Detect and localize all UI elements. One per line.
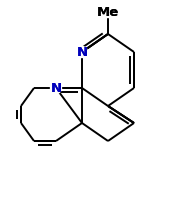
Circle shape	[76, 47, 87, 58]
Text: Me: Me	[97, 6, 119, 19]
Bar	[98, 8, 118, 18]
Text: Me: Me	[97, 6, 119, 19]
Text: N: N	[76, 46, 88, 59]
Text: N: N	[50, 82, 62, 95]
Text: N: N	[76, 46, 88, 59]
Circle shape	[51, 83, 62, 94]
Text: N: N	[50, 82, 62, 95]
